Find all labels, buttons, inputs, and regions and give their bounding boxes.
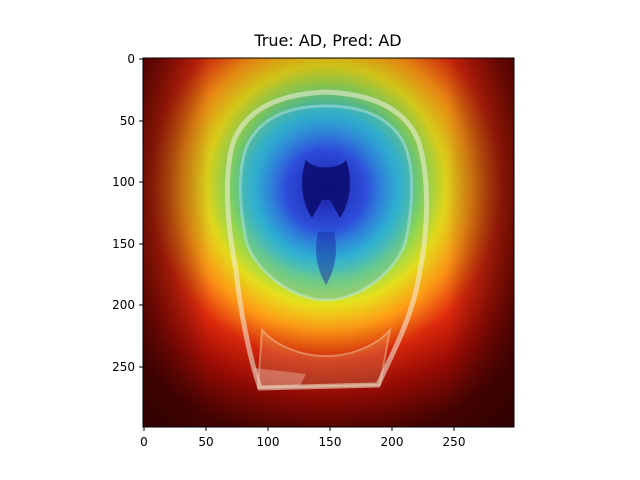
y-tick-label: 100: [112, 175, 135, 189]
y-tick-label: 0: [127, 52, 135, 66]
y-tick-label: 50: [120, 114, 135, 128]
x-tick-label: 250: [443, 435, 466, 449]
x-tick-label: 0: [140, 435, 148, 449]
x-axis: 0 50 100 150 200 250: [140, 427, 465, 449]
x-tick-label: 100: [257, 435, 280, 449]
y-tick-label: 200: [112, 298, 135, 312]
y-tick-label: 250: [112, 360, 135, 374]
ventricles: [302, 160, 350, 218]
skull-outline: [224, 89, 430, 391]
y-tick-label: 150: [112, 237, 135, 251]
x-tick-label: 200: [381, 435, 404, 449]
plot-frame: [142, 57, 515, 428]
mri-image: [143, 58, 514, 427]
y-axis: 0 50 100 150 200 250: [112, 52, 143, 374]
x-tick-label: 50: [198, 435, 213, 449]
figure-title: True: AD, Pred: AD: [254, 31, 402, 50]
x-tick-label: 150: [319, 435, 342, 449]
